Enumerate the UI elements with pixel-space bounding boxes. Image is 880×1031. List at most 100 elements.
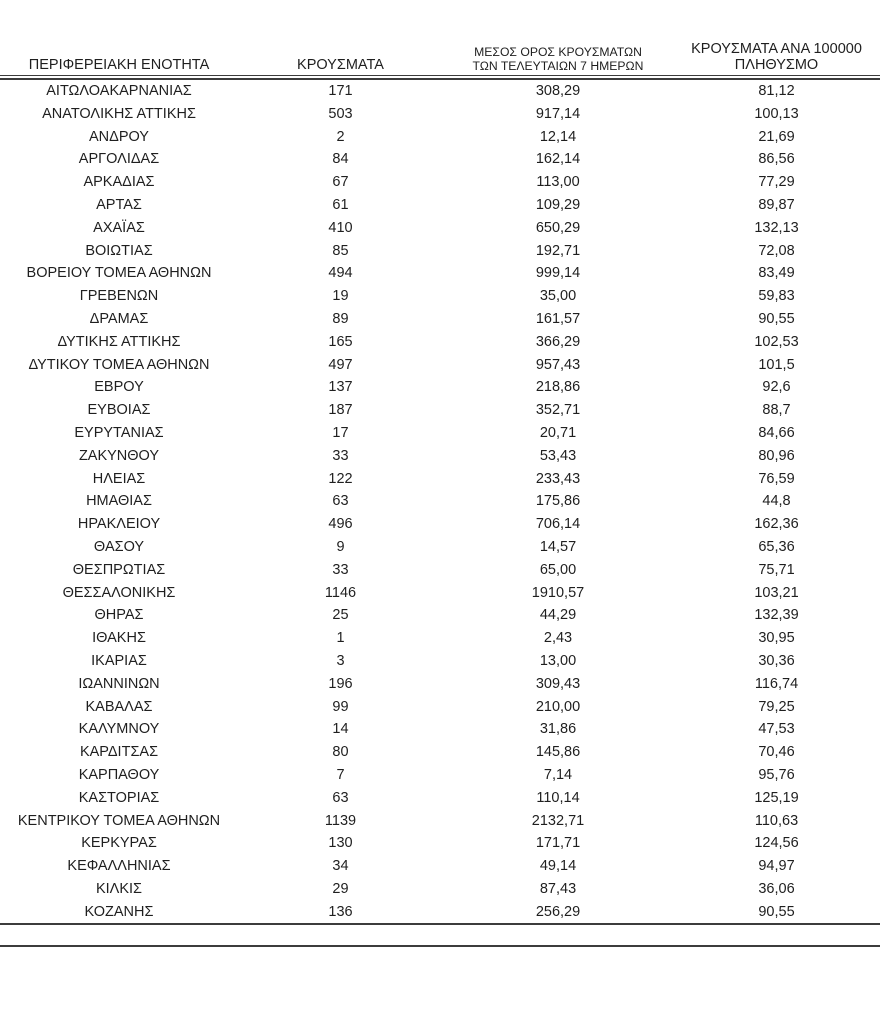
table-row: ΑΡΓΟΛΙΔΑΣ 84 162,14 86,56: [0, 148, 880, 171]
header-per100k-line1: ΚΡΟΥΣΜΑΤΑ ΑΝΑ 100000: [691, 41, 862, 57]
avg7-cell: 210,00: [535, 698, 581, 715]
region-cell: ΚΑΛΥΜΝΟΥ: [78, 721, 160, 738]
table-row: ΗΛΕΙΑΣ 122 233,43 76,59: [0, 468, 880, 491]
table-row: ΙΚΑΡΙΑΣ 3 13,00 30,36: [0, 650, 880, 673]
cases-cell: 122: [328, 470, 353, 487]
table-row: ΘΕΣΣΑΛΟΝΙΚΗΣ 1146 1910,57 103,21: [0, 582, 880, 605]
region-cell: ΚΑΣΤΟΡΙΑΣ: [78, 789, 160, 806]
per100k-cell: 76,59: [758, 470, 795, 487]
header-per100k: ΚΡΟΥΣΜΑΤΑ ΑΝΑ 100000 ΠΛΗΘΥΣΜΟ: [673, 41, 880, 74]
header-region: ΠΕΡΙΦΕΡΕΙΑΚΗ ΕΝΟΤΗΤΑ: [28, 57, 210, 73]
avg7-cell: 7,14: [543, 766, 573, 783]
avg7-cell: 957,43: [535, 356, 581, 373]
region-cell: ΘΕΣΠΡΩΤΙΑΣ: [72, 561, 166, 578]
per100k-cell: 100,13: [754, 105, 799, 122]
table-row: ΗΡΑΚΛΕΙΟΥ 496 706,14 162,36: [0, 513, 880, 536]
cases-cell: 63: [332, 789, 349, 806]
avg7-cell: 20,71: [539, 424, 577, 441]
region-cell: ΑΡΤΑΣ: [96, 196, 142, 213]
table-row: ΒΟΡΕΙΟΥ ΤΟΜΕΑ ΑΘΗΝΩΝ 494 999,14 83,49: [0, 262, 880, 285]
per100k-cell: 88,7: [762, 402, 791, 419]
per100k-cell: 162,36: [754, 516, 799, 533]
cases-cell: 187: [328, 402, 353, 419]
cases-cell: 503: [328, 105, 353, 122]
table-row: ΚΙΛΚΙΣ 29 87,43 36,06: [0, 878, 880, 901]
region-cell: ΑΡΚΑΔΙΑΣ: [83, 174, 155, 191]
cases-cell: 7: [336, 766, 345, 783]
cases-cell: 17: [332, 424, 349, 441]
region-cell: ΚΕΝΤΡΙΚΟΥ ΤΟΜΕΑ ΑΘΗΝΩΝ: [17, 812, 221, 829]
per100k-cell: 84,66: [758, 424, 795, 441]
table-row: ΚΑΣΤΟΡΙΑΣ 63 110,14 125,19: [0, 787, 880, 810]
table-header: ΠΕΡΙΦΕΡΕΙΑΚΗ ΕΝΟΤΗΤΑ ΚΡΟΥΣΜΑΤΑ ΜΕΣΟΣ ΟΡΟ…: [0, 38, 880, 74]
per100k-cell: 125,19: [754, 789, 799, 806]
cases-cell: 1139: [324, 812, 357, 829]
table-row: ΑΧΑΪΑΣ 410 650,29 132,13: [0, 217, 880, 240]
table-row: ΒΟΙΩΤΙΑΣ 85 192,71 72,08: [0, 240, 880, 263]
per100k-cell: 36,06: [758, 880, 795, 897]
region-cell: ΕΥΡΥΤΑΝΙΑΣ: [74, 424, 164, 441]
avg7-cell: 13,00: [539, 652, 577, 669]
region-cell: ΖΑΚΥΝΘΟΥ: [78, 447, 160, 464]
cases-cell: 61: [332, 196, 349, 213]
cases-cell: 99: [332, 698, 349, 715]
table-row: ΕΒΡΟΥ 137 218,86 92,6: [0, 376, 880, 399]
avg7-cell: 161,57: [535, 310, 581, 327]
region-cell: ΗΛΕΙΑΣ: [92, 470, 146, 487]
region-cell: ΚΕΦΑΛΛΗΝΙΑΣ: [67, 858, 171, 875]
table-row: ΚΕΦΑΛΛΗΝΙΑΣ 34 49,14 94,97: [0, 855, 880, 878]
region-cell: ΕΥΒΟΙΑΣ: [87, 402, 151, 419]
region-cell: ΘΑΣΟΥ: [93, 538, 145, 555]
avg7-cell: 309,43: [535, 675, 581, 692]
per100k-cell: 59,83: [758, 288, 795, 305]
table-bottom-rule: [0, 923, 880, 926]
table-row: ΚΕΡΚΥΡΑΣ 130 171,71 124,56: [0, 832, 880, 855]
table-row: ΔΡΑΜΑΣ 89 161,57 90,55: [0, 308, 880, 331]
region-cell: ΑΡΓΟΛΙΔΑΣ: [78, 151, 160, 168]
cases-cell: 136: [328, 903, 353, 920]
avg7-cell: 650,29: [535, 219, 581, 236]
table-row: ΖΑΚΥΝΘΟΥ 33 53,43 80,96: [0, 445, 880, 468]
table-row: ΔΥΤΙΚΟΥ ΤΟΜΕΑ ΑΘΗΝΩΝ 497 957,43 101,5: [0, 354, 880, 377]
per100k-cell: 72,08: [758, 242, 795, 259]
region-cell: ΚΑΡΔΙΤΣΑΣ: [79, 744, 159, 761]
table-row: ΑΝΑΤΟΛΙΚΗΣ ΑΤΤΙΚΗΣ 503 917,14 100,13: [0, 103, 880, 126]
avg7-cell: 352,71: [535, 402, 581, 419]
cases-cell: 63: [332, 493, 349, 510]
avg7-cell: 35,00: [539, 288, 577, 305]
cases-cell: 171: [328, 83, 353, 99]
table-row: ΚΑΒΑΛΑΣ 99 210,00 79,25: [0, 696, 880, 719]
avg7-cell: 706,14: [535, 516, 581, 533]
per100k-cell: 110,63: [754, 812, 799, 829]
avg7-cell: 49,14: [539, 858, 577, 875]
per100k-cell: 94,97: [758, 858, 795, 875]
header-rule: [0, 75, 880, 80]
avg7-cell: 999,14: [535, 265, 581, 282]
cases-cell: 34: [332, 858, 349, 875]
per100k-cell: 101,5: [758, 356, 795, 373]
cases-cell: 1: [336, 630, 345, 647]
cases-cell: 33: [332, 447, 349, 464]
cases-cell: 33: [332, 561, 349, 578]
avg7-cell: 2132,71: [531, 812, 585, 829]
header-avg7-line1: ΜΕΣΟΣ ΟΡΟΣ ΚΡΟΥΣΜΑΤΩΝ: [474, 45, 642, 59]
avg7-cell: 175,86: [535, 493, 581, 510]
per100k-cell: 124,56: [754, 835, 799, 852]
per100k-cell: 80,96: [758, 447, 795, 464]
region-cell: ΓΡΕΒΕΝΩΝ: [79, 288, 159, 305]
region-cell: ΙΚΑΡΙΑΣ: [91, 652, 147, 669]
table-row: ΑΡΤΑΣ 61 109,29 89,87: [0, 194, 880, 217]
per100k-cell: 92,6: [762, 379, 791, 396]
avg7-cell: 233,43: [535, 470, 581, 487]
region-cell: ΚΕΡΚΥΡΑΣ: [81, 835, 157, 852]
header-cases: ΚΡΟΥΣΜΑΤΑ: [297, 57, 384, 73]
per100k-cell: 79,25: [758, 698, 795, 715]
per100k-cell: 30,95: [758, 630, 795, 647]
avg7-cell: 2,43: [543, 630, 573, 647]
table-row: ΘΗΡΑΣ 25 44,29 132,39: [0, 604, 880, 627]
avg7-cell: 218,86: [535, 379, 581, 396]
per100k-cell: 89,87: [758, 196, 795, 213]
avg7-cell: 171,71: [535, 835, 581, 852]
table-row: ΙΘΑΚΗΣ 1 2,43 30,95: [0, 627, 880, 650]
avg7-cell: 110,14: [536, 789, 580, 806]
